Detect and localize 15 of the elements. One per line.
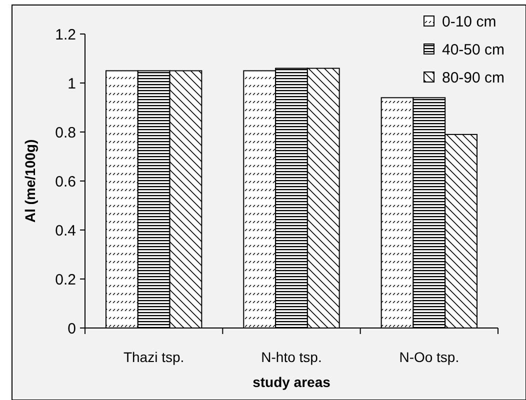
y-tick-label: 1.2 — [55, 26, 76, 44]
y-tick-label: 0.8 — [55, 124, 76, 142]
legend-label: 0-10 cm — [442, 13, 496, 30]
x-tick-label: N-Oo tsp. — [399, 349, 460, 365]
y-tick-label: 0.2 — [55, 271, 76, 288]
y-tick-label: 1 — [68, 75, 76, 92]
y-tick-label: 0 — [68, 320, 76, 338]
x-tick-label: Thazi tsp. — [123, 349, 184, 365]
y-tick-label: 0.4 — [55, 222, 76, 240]
x-axis-title: study areas — [252, 374, 331, 390]
y-tick-label: 0.6 — [55, 173, 76, 190]
x-tick-label: N-hto tsp. — [261, 349, 322, 365]
legend-label: 80-90 cm — [442, 69, 505, 86]
y-axis-title: Al (me/100g) — [22, 139, 38, 223]
legend-label: 40-50 cm — [442, 41, 505, 58]
